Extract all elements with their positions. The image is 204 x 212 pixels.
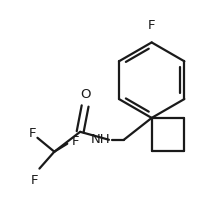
Text: F: F [72, 135, 79, 148]
Text: F: F [31, 174, 38, 187]
Text: F: F [29, 127, 36, 140]
Text: NH: NH [90, 133, 109, 146]
Text: F: F [147, 20, 155, 32]
Text: O: O [80, 88, 90, 101]
